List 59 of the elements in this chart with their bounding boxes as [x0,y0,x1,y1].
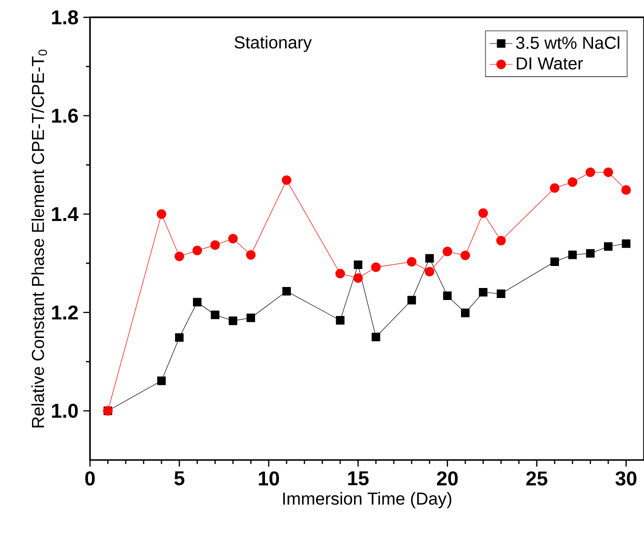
point [550,258,559,266]
point [568,177,578,187]
legend-label: 3.5 wt% NaCl [516,36,620,49]
annotation: Stationary [234,36,312,52]
point [424,266,434,276]
y-tick-label: 1.6 [52,108,78,123]
point [336,316,344,325]
point [335,268,345,278]
y-tick-label: 1.4 [52,207,79,221]
point [407,296,416,304]
point [406,256,416,267]
point [371,262,381,272]
point [460,250,470,260]
point [586,249,595,258]
y-tick-label: 1.8 [52,10,78,24]
point [461,308,470,318]
x-tick-label: 0 [85,471,95,486]
point [246,250,256,260]
y-axis-title: Relative Constant Phase Element CPE-T/CPE-T$_{0}$ [31,50,48,428]
point [550,183,560,193]
point [353,273,363,283]
x-tick-label: 30 [615,471,636,486]
point [192,246,202,256]
point [586,167,596,178]
x-axis-title: Immersion Time (Day) [283,492,452,508]
point [478,288,488,297]
point [425,254,434,263]
legend-label: DI Water [516,57,583,70]
x-tick-label: 25 [526,471,548,486]
point [603,167,614,178]
x-tick-label: 20 [436,471,458,486]
point [354,260,362,269]
point [174,252,184,262]
x-tick-label: 10 [258,471,279,486]
point [478,208,488,218]
point [372,332,380,342]
point [210,310,220,320]
point [175,333,184,342]
y-tick-label: 1.0 [52,404,78,418]
y-tick-label: 1.2 [52,305,78,320]
point [282,175,292,185]
point [228,316,238,326]
point [622,239,630,248]
point [228,234,238,244]
point [442,246,452,256]
x-tick-label: 15 [348,471,369,486]
point [621,185,631,195]
point [282,287,291,296]
point [156,209,166,219]
point [496,289,506,298]
x-tick-label: 5 [174,471,184,486]
point [210,240,220,250]
point [246,314,256,322]
point [157,376,166,386]
point [604,242,613,251]
point [568,250,577,260]
point [192,298,202,306]
point [496,236,506,246]
point [443,291,452,300]
